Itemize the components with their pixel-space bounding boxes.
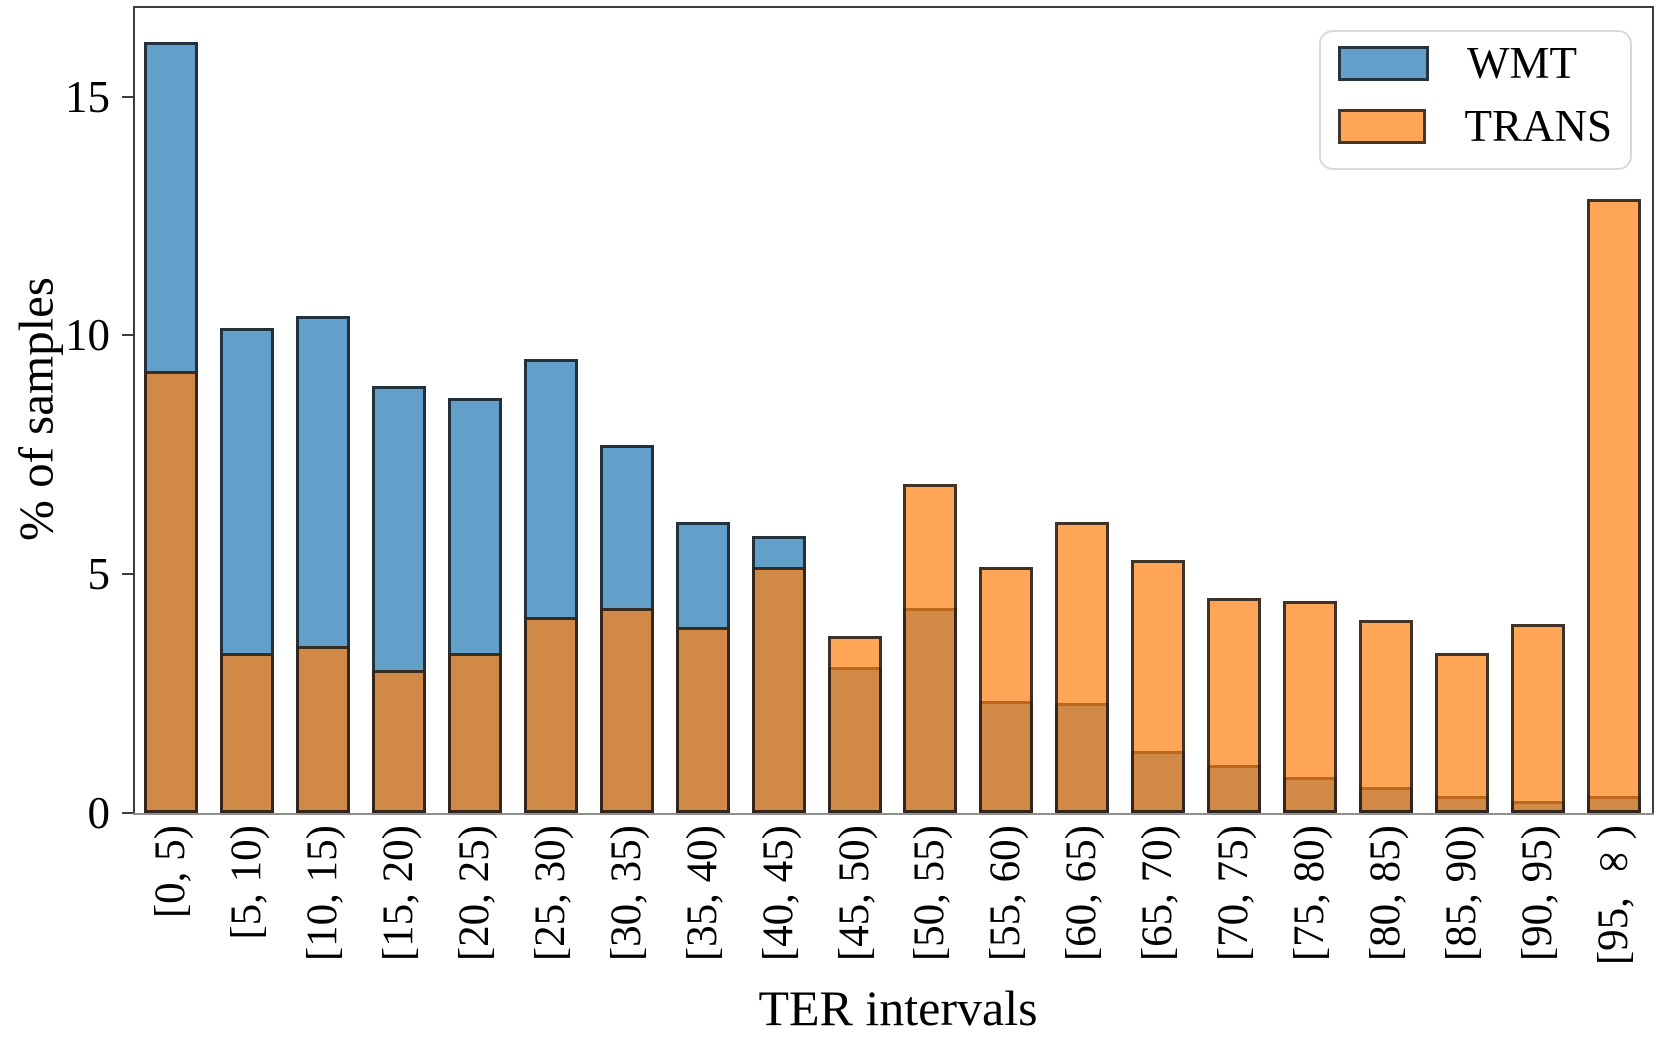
trans-bar-11	[979, 567, 1034, 813]
x-tick-label: [90, 95)	[1514, 825, 1562, 962]
trans-bar-19	[1587, 199, 1642, 813]
legend-row-wmt: WMT	[1338, 38, 1612, 88]
y-tick-mark	[122, 95, 133, 98]
trans-bar-14	[1207, 598, 1262, 813]
trans-bar-8	[751, 567, 806, 813]
plot-spine-right	[1652, 6, 1654, 815]
legend-row-trans: TRANS	[1338, 101, 1612, 151]
trans-bar-18	[1511, 624, 1566, 813]
x-tick-label: [20, 25)	[450, 825, 498, 962]
trans-bar-1	[219, 653, 274, 813]
legend-label-trans: TRANS	[1464, 101, 1612, 151]
x-tick-label: [30, 35)	[602, 825, 650, 962]
x-tick-label: [95, ∞)	[1590, 825, 1638, 966]
trans-bar-3	[371, 669, 426, 813]
x-tick-label: [10, 15)	[299, 825, 347, 962]
trans-bar-12	[1055, 521, 1110, 813]
trans-bar-4	[447, 653, 502, 813]
plot-spine-top	[133, 6, 1654, 8]
y-tick-label: 15	[65, 71, 110, 122]
plot-spine-left	[133, 6, 135, 815]
x-tick-label: [45, 50)	[830, 825, 878, 962]
legend-inner: WMT TRANS	[1321, 32, 1630, 168]
y-tick-mark	[122, 812, 133, 814]
trans-bar-0	[143, 371, 198, 813]
x-tick-label: [65, 70)	[1134, 825, 1182, 962]
legend-label-wmt: WMT	[1467, 38, 1577, 88]
legend-swatch-trans	[1338, 109, 1427, 144]
x-tick-label: [75, 80)	[1286, 825, 1334, 962]
trans-bar-15	[1283, 600, 1338, 813]
y-tick-mark	[122, 573, 133, 576]
x-tick-label: [25, 30)	[526, 825, 574, 962]
x-tick-label: [40, 45)	[754, 825, 802, 962]
y-axis-title: % of samples	[8, 277, 64, 541]
legend: WMT TRANS	[1319, 30, 1632, 170]
y-tick-label: 5	[87, 549, 111, 600]
trans-bar-10	[903, 483, 958, 813]
x-tick-label: [70, 75)	[1210, 825, 1258, 962]
x-tick-label: [15, 20)	[375, 825, 423, 962]
x-tick-label: [35, 40)	[678, 825, 726, 962]
trans-bar-16	[1359, 619, 1414, 813]
x-tick-label: [0, 5)	[147, 825, 195, 919]
x-tick-label: [60, 65)	[1058, 825, 1106, 962]
y-tick-label: 10	[65, 310, 110, 361]
x-tick-label: [50, 55)	[906, 825, 954, 962]
trans-bar-13	[1131, 559, 1186, 813]
x-tick-label: [55, 60)	[982, 825, 1030, 962]
trans-bar-9	[827, 636, 882, 813]
y-tick-label: 0	[87, 788, 111, 838]
y-tick-mark	[122, 334, 133, 337]
trans-bar-7	[675, 626, 730, 813]
plot-spine-bottom	[133, 813, 1654, 815]
x-tick-label: [80, 85)	[1362, 825, 1410, 962]
legend-swatch-wmt	[1338, 46, 1429, 81]
trans-bar-5	[523, 617, 578, 813]
x-tick-label: [5, 10)	[223, 825, 271, 940]
x-axis-title: TER intervals	[758, 980, 1038, 1036]
trans-bar-2	[295, 645, 350, 813]
x-tick-label: [85, 90)	[1438, 825, 1486, 962]
trans-bar-6	[599, 607, 654, 813]
trans-bar-17	[1435, 653, 1490, 813]
